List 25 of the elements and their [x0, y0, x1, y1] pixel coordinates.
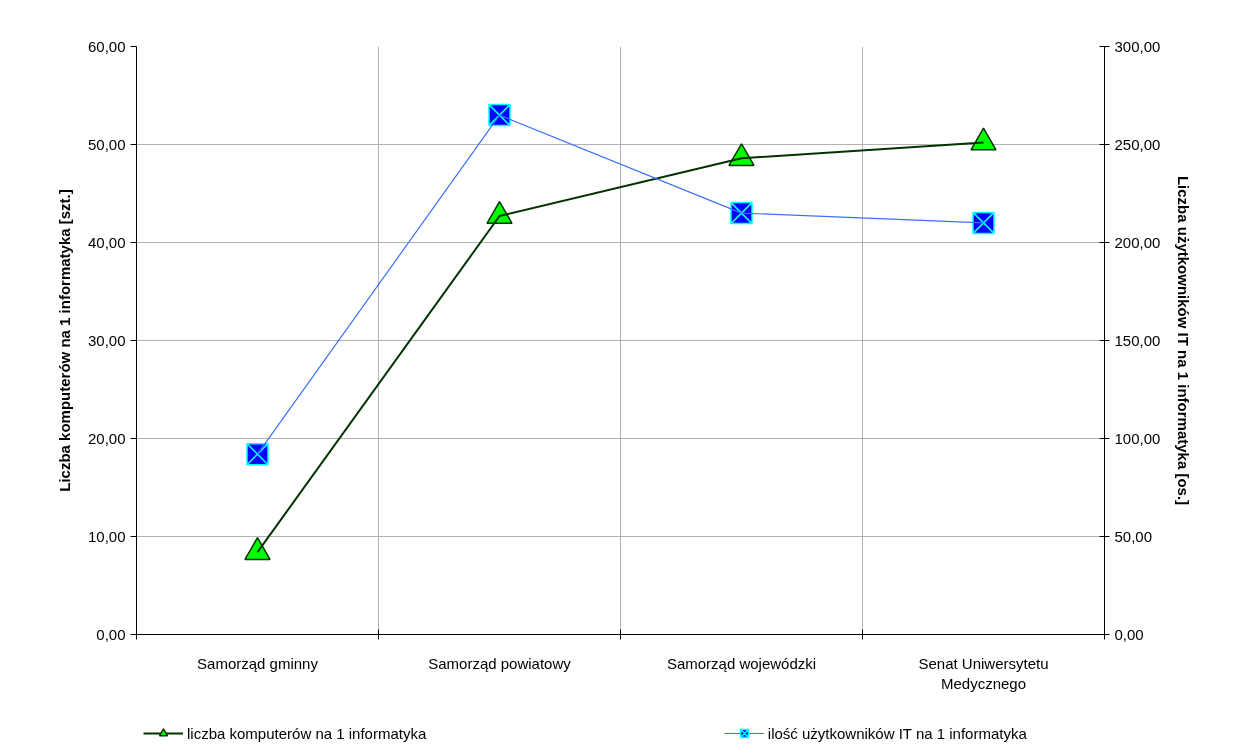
y2-tick-label: 50,00: [1114, 527, 1153, 545]
y-tick-label: 30,00: [87, 331, 126, 349]
y-tick-label: 50,00: [87, 135, 126, 153]
y-tick-label: 40,00: [87, 233, 126, 251]
x-tick-label: Senat Uniwersytetu Medycznego: [918, 654, 1049, 692]
y2-tick-label: 200,00: [1114, 233, 1161, 251]
y2-tick-label: 0,00: [1114, 625, 1144, 643]
x-tick-label: Samorząd powiatowy: [428, 654, 572, 672]
point: [970, 127, 997, 151]
x-tick-label: Samorząd wojewódzki: [666, 654, 817, 672]
point: [244, 537, 271, 561]
legend-label: ilość użytkowników IT na 1 informatyka: [767, 724, 1027, 742]
y2-tick-label: 100,00: [1114, 429, 1161, 447]
y-tick-label: 0,00: [96, 625, 126, 643]
y-tick-label: 20,00: [87, 429, 126, 447]
x-tick-label: Samorząd gminny: [197, 654, 319, 672]
y2-tick-label: 250,00: [1114, 135, 1161, 153]
y-tick-label: 60,00: [87, 37, 126, 55]
y-tick-label: 10,00: [87, 527, 126, 545]
legend-label: liczba komputerów na 1 informatyka: [187, 724, 427, 742]
y2-axis-title: Liczba użytkowników IT na 1 informatyka [os.]: [1175, 175, 1193, 506]
y2-tick-label: 300,00: [1114, 37, 1161, 55]
y-axis-title: Liczba komputerów na 1 informatyka [szt.]: [55, 189, 73, 492]
point: [972, 211, 995, 235]
y2-tick-label: 150,00: [1114, 331, 1161, 349]
